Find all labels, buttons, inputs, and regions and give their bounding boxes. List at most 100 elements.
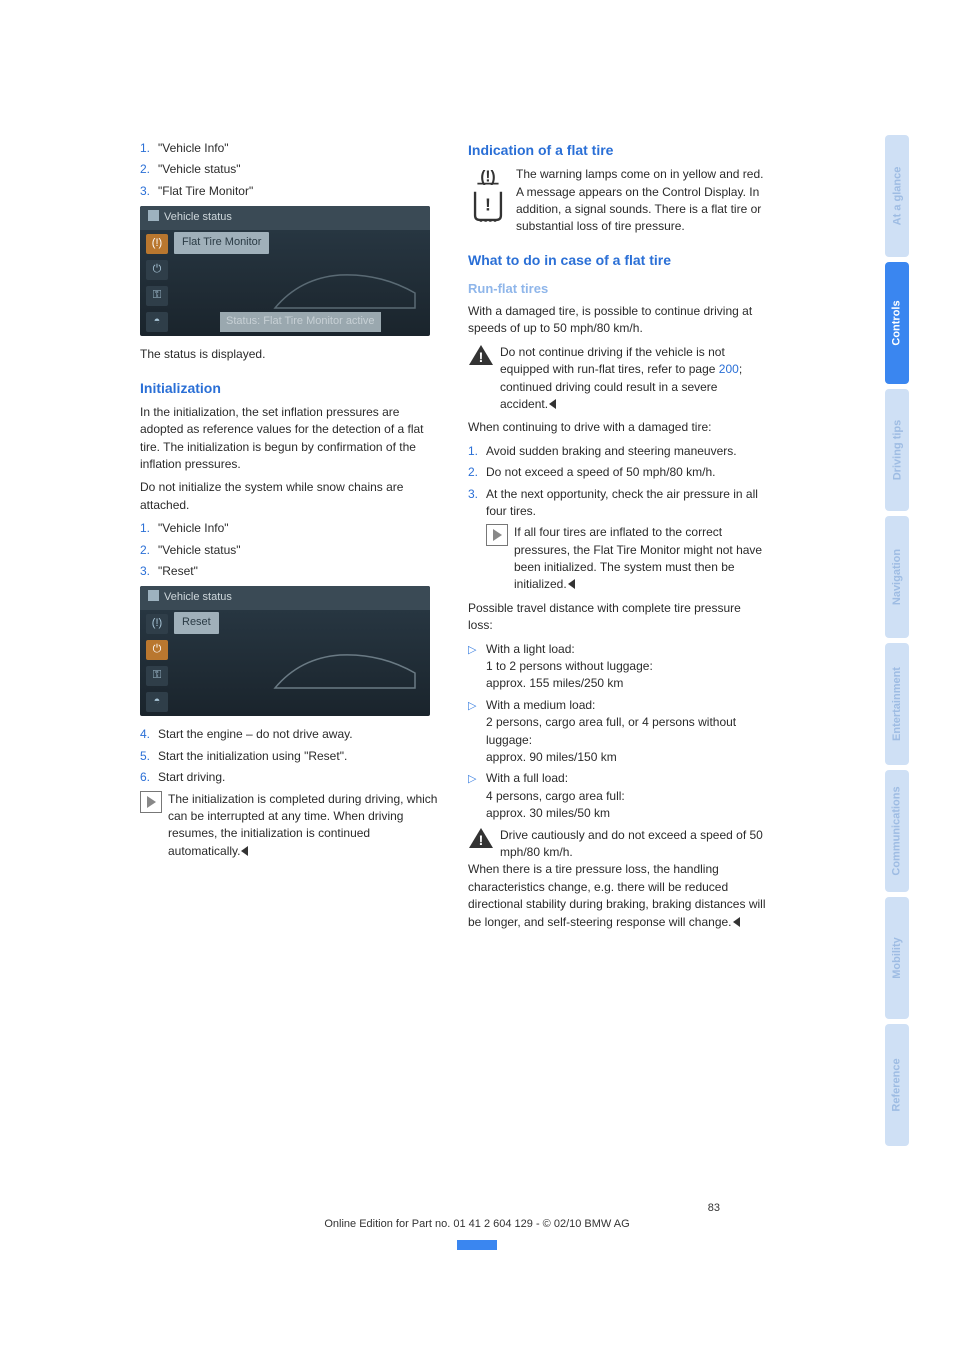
bullet-icon: ▷ [468,697,486,767]
nested-note: If all four tires are inflated to the co… [468,524,768,594]
tab-mobility[interactable]: Mobility [885,897,909,1019]
list-item: 6.Start driving. [140,769,440,786]
warning-block: ! Drive cautiously and do not exceed a s… [468,827,768,862]
section-heading: What to do in case of a flat tire [468,250,768,270]
car-silhouette [270,263,420,318]
footer-line: Online Edition for Part no. 01 41 2 604 … [324,1218,629,1230]
list-text: Do not exceed a speed of 50 mph/80 km/h. [486,464,768,481]
list-number: 4. [140,726,158,743]
screenshot-sidebar: (!) ⏻ ⚿ ◓ △ [146,234,168,336]
page-number: 83 [420,1202,720,1214]
list-number: 2. [140,542,158,559]
list-item: 2."Vehicle status" [140,161,440,178]
tab-driving-tips[interactable]: Driving tips [885,389,909,511]
warning-text: Drive cautiously and do not exceed a spe… [500,827,768,862]
screenshot-title: Vehicle status [140,586,430,610]
screenshot-sidebar: (!) ⏻ ⚿ ◓ △ [146,614,168,716]
body-text: The status is displayed. [140,346,440,363]
list-text: Avoid sudden braking and steering maneuv… [486,443,768,460]
tab-reference[interactable]: Reference [885,1024,909,1146]
gauge-icon: ◓ [146,312,168,332]
end-mark-icon [568,579,575,589]
indication-block: (!) ! The warning lamps come on in yello… [468,166,768,236]
body-text: When continuing to drive with a damaged … [468,419,768,436]
gauge-icon: ◓ [146,692,168,712]
body-text: Do not initialize the system while snow … [140,479,440,514]
tab-label: Navigation [891,549,903,605]
list-item: 3."Reset" [140,563,440,580]
list-number: 1. [468,443,486,460]
svg-text:!: ! [479,832,484,848]
bullet-item: ▷ With a full load: 4 persons, cargo are… [468,770,768,822]
car-icon: ⚿ [146,286,168,306]
svg-text:(!): (!) [480,169,495,186]
list-text: Start driving. [158,769,440,786]
note-icon [486,524,508,546]
bullet-line: 4 persons, cargo area full: [486,788,768,805]
warning-text-a: Do not continue driving if the vehicle i… [500,345,725,376]
body-text: With a damaged tire, is possible to cont… [468,303,768,338]
list-text: "Vehicle Info" [158,520,440,537]
bullet-line: With a light load: [486,641,768,658]
document-icon [148,210,159,221]
right-column: Indication of a flat tire (!) ! The warn… [468,140,768,937]
note-text: The initialization is completed during d… [168,791,440,861]
list-number: 3. [140,563,158,580]
bullet-icon: ▷ [468,641,486,693]
note-icon [140,791,162,813]
bullet-line: With a full load: [486,770,768,787]
screenshot-title-text: Vehicle status [164,211,232,223]
list-text: Start the engine – do not drive away. [158,726,440,743]
warning-block: ! Do not continue driving if the vehicle… [468,344,768,414]
sub-heading: Run-flat tires [468,280,768,299]
list-item: 3."Flat Tire Monitor" [140,183,440,200]
page-link[interactable]: 200 [719,362,739,376]
vehicle-status-screenshot: Vehicle status (!) ⏻ ⚿ ◓ △ Reset [140,586,430,716]
screenshot-selected-item: Reset [174,612,219,634]
note-text: If all four tires are inflated to the co… [514,524,768,594]
car-icon: ⚿ [146,666,168,686]
tab-label: Reference [891,1058,903,1111]
screenshot-title-text: Vehicle status [164,591,232,603]
tab-at-a-glance[interactable]: At a glance [885,135,909,257]
bullet-line: approx. 90 miles/150 km [486,749,768,766]
tab-label: Mobility [891,937,903,979]
warning-triangle-icon: ! [468,344,494,366]
end-mark-icon [241,846,248,856]
bullet-item: ▷ With a medium load: 2 persons, cargo a… [468,697,768,767]
list-item: 2.Do not exceed a speed of 50 mph/80 km/… [468,464,768,481]
svg-text:!: ! [479,349,484,365]
list-number: 5. [140,748,158,765]
tab-label: Communications [891,786,903,875]
bullet-line: approx. 30 miles/50 km [486,805,768,822]
end-mark-icon [549,399,556,409]
bullet-line: approx. 155 miles/250 km [486,675,768,692]
tab-label: Controls [891,300,903,345]
car-silhouette [270,643,420,698]
svg-text:!: ! [485,195,491,215]
tab-label: Driving tips [891,420,903,481]
tpms-red-icon: ! [468,187,508,222]
tab-navigation[interactable]: Navigation [885,516,909,638]
section-tabs: At a glance Controls Driving tips Naviga… [885,135,909,1146]
tab-communications[interactable]: Communications [885,770,909,892]
list-number: 2. [468,464,486,481]
warning-lamp-icons: (!) ! [468,166,508,236]
list-number: 1. [140,520,158,537]
tire-icon: (!) [146,614,168,634]
list-number: 1. [140,140,158,157]
page-footer: 83 Online Edition for Part no. 01 41 2 6… [0,1202,954,1230]
end-mark-icon [733,917,740,927]
list-text: Start the initialization using "Reset". [158,748,440,765]
bullet-item: ▷ With a light load: 1 to 2 persons with… [468,641,768,693]
left-column: 1."Vehicle Info" 2."Vehicle status" 3."F… [140,140,440,937]
warning-triangle-icon: ! [468,827,494,849]
tab-controls[interactable]: Controls [885,262,909,384]
indication-text: The warning lamps come on in yellow and … [516,166,768,236]
tab-entertainment[interactable]: Entertainment [885,643,909,765]
list-item: 4.Start the engine – do not drive away. [140,726,440,743]
document-icon [148,590,159,601]
tire-icon: (!) [146,234,168,254]
note-text-content: The initialization is completed during d… [168,792,437,858]
list-text: At the next opportunity, check the air p… [486,486,768,521]
